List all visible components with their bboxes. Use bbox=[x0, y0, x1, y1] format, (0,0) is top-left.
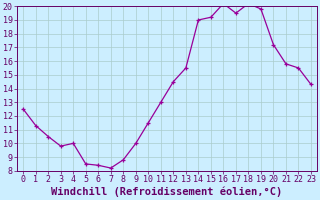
X-axis label: Windchill (Refroidissement éolien,°C): Windchill (Refroidissement éolien,°C) bbox=[52, 187, 283, 197]
